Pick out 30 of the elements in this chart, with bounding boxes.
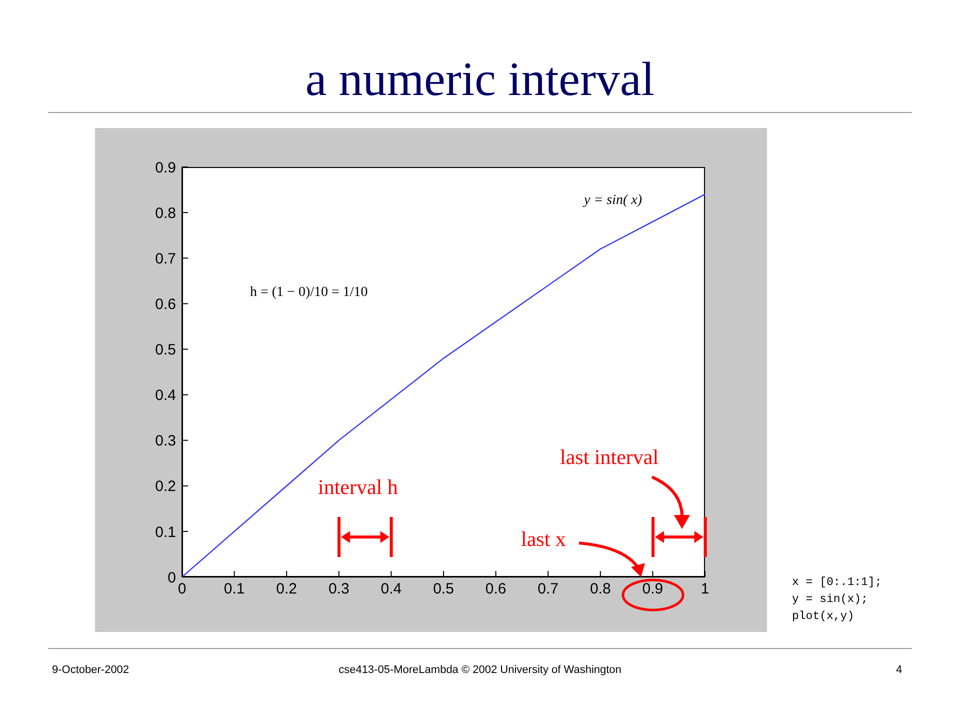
- y-tick-label: 0.2: [155, 478, 176, 496]
- text: x = [0:.1:1]; y = sin(x); plot(x,y): [792, 575, 882, 625]
- chart-title: a numeric interval: [304, 52, 656, 107]
- x-tick-label: 0.2: [276, 580, 298, 598]
- y-tick-label: 0.7: [155, 250, 176, 268]
- annotation: h = (1 − 0)/10 = 1/10: [250, 285, 368, 301]
- y-tick-label: 0.4: [155, 387, 176, 404]
- x-tick-label: 0.5: [433, 580, 454, 598]
- text: 9-October-2002: [52, 664, 130, 676]
- x-tick-label: 0.8: [590, 580, 611, 598]
- text: 4: [896, 664, 902, 676]
- y-tick-label: 0.9: [155, 159, 176, 176]
- x-tick-label: 1: [700, 580, 710, 598]
- annotation: last x: [521, 527, 566, 552]
- y-tick-label: 0.6: [155, 296, 176, 313]
- y-tick-label: 0.1: [155, 524, 176, 541]
- x-tick-label: 0.6: [485, 580, 506, 598]
- x-tick-label: 0.9: [642, 580, 664, 598]
- x-tick-label: 0.3: [328, 580, 350, 598]
- y-tick-label: 0.3: [155, 432, 176, 450]
- y-tick-label: 0.5: [155, 342, 176, 359]
- annotation: last interval: [560, 445, 659, 470]
- y-tick-label: 0: [168, 569, 176, 586]
- x-tick-label: 0.7: [538, 580, 559, 598]
- x-tick-label: 0.1: [224, 580, 245, 598]
- text: cse413-05-MoreLambda © 2002 University of Washington: [338, 664, 622, 676]
- annotation: y = sin( x): [584, 193, 642, 209]
- x-tick-label: 0.4: [380, 580, 402, 598]
- annotation: interval h: [318, 475, 398, 500]
- y-tick-label: 0.8: [155, 204, 176, 222]
